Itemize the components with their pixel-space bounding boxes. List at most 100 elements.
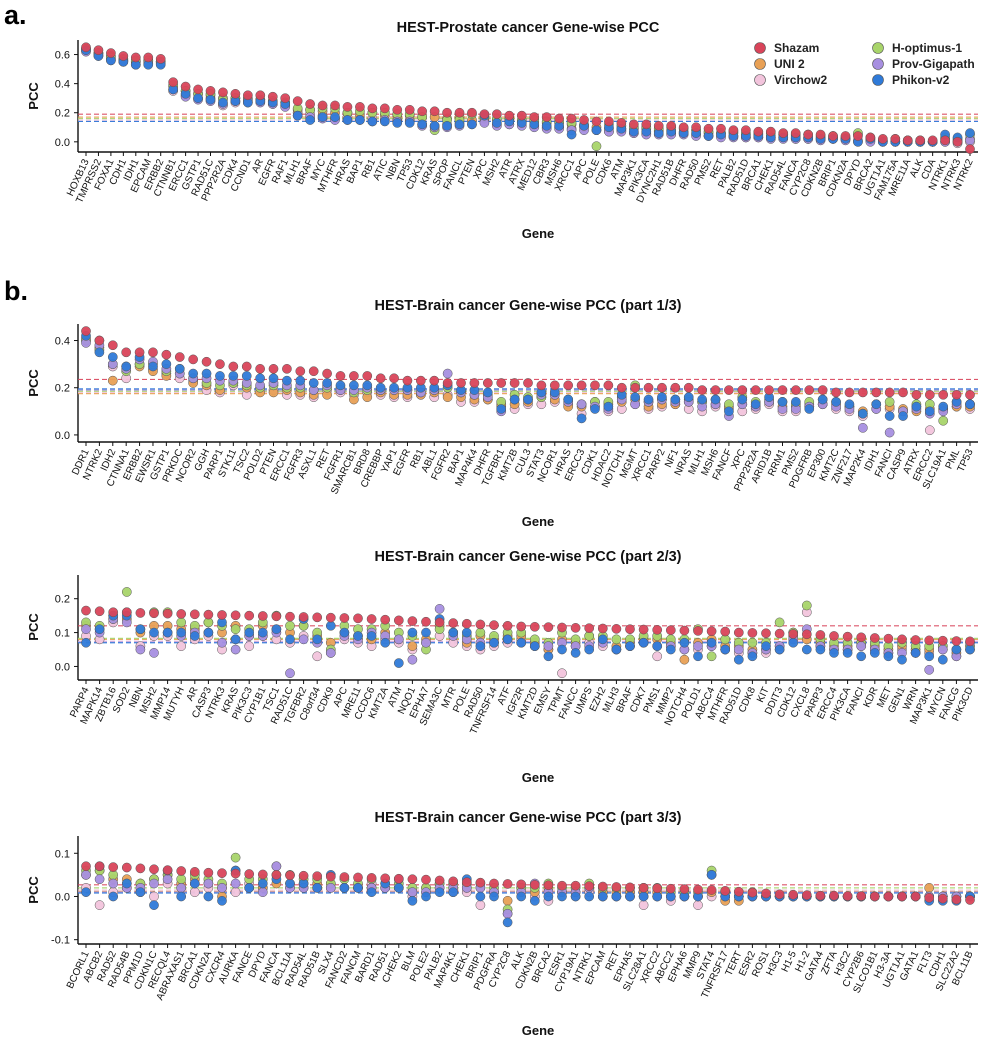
- data-point: [504, 110, 515, 121]
- data-point: [149, 627, 159, 638]
- data-point: [176, 617, 187, 628]
- data-point: [255, 363, 265, 374]
- data-point: [502, 634, 513, 645]
- data-point: [536, 380, 547, 391]
- data-point: [489, 878, 499, 889]
- data-point: [616, 382, 627, 393]
- y-tick-label: -0.1: [51, 935, 70, 947]
- data-point: [883, 633, 894, 644]
- data-point: [317, 112, 328, 122]
- data-point: [791, 385, 801, 395]
- data-point: [366, 631, 377, 641]
- data-point: [679, 637, 690, 648]
- data-point: [367, 116, 378, 127]
- data-point: [448, 887, 459, 898]
- data-point: [201, 356, 212, 367]
- data-point: [298, 870, 309, 881]
- data-point: [570, 891, 581, 902]
- data-point: [611, 634, 622, 645]
- chart-4: HEST-Brain cancer Gene-wise PCC (part 3/…: [26, 810, 978, 1038]
- data-point: [584, 644, 595, 655]
- data-point: [380, 873, 391, 884]
- data-point: [670, 394, 681, 405]
- data-point: [417, 119, 428, 130]
- data-point: [710, 394, 721, 405]
- data-point: [135, 887, 146, 898]
- data-point: [205, 86, 216, 96]
- data-point: [720, 886, 731, 896]
- data-point: [579, 115, 589, 125]
- data-point: [325, 871, 336, 882]
- data-point: [475, 891, 486, 902]
- data-point: [563, 394, 574, 405]
- data-point: [81, 637, 91, 648]
- chart-title: HEST-Prostate cancer Gene-wise PCC: [397, 20, 660, 36]
- data-point: [203, 627, 214, 638]
- y-tick-label: 0.2: [55, 594, 70, 606]
- data-point: [442, 368, 453, 379]
- data-point: [764, 385, 774, 395]
- data-point: [884, 387, 895, 398]
- data-point: [317, 100, 328, 111]
- data-point: [869, 648, 880, 658]
- data-point: [856, 641, 867, 651]
- data-point: [94, 900, 105, 910]
- data-point: [393, 634, 404, 645]
- legend-label-1: UNI 2: [774, 57, 805, 71]
- data-point: [271, 861, 282, 872]
- data-point: [215, 371, 225, 381]
- data-point: [201, 368, 212, 379]
- data-point: [389, 382, 399, 393]
- data-point: [641, 119, 652, 130]
- data-point: [678, 122, 689, 133]
- data-point: [421, 874, 431, 885]
- data-point: [840, 131, 851, 141]
- series-uni-2: [81, 45, 975, 147]
- data-point: [417, 106, 428, 117]
- y-axis-label: PCC: [26, 876, 41, 904]
- data-point: [652, 883, 663, 894]
- data-point: [557, 880, 567, 891]
- data-point: [130, 52, 141, 63]
- data-point: [189, 867, 200, 877]
- data-point: [543, 622, 554, 633]
- data-point: [693, 884, 703, 895]
- data-point: [831, 387, 841, 398]
- data-point: [339, 872, 350, 882]
- data-point: [421, 891, 431, 902]
- y-tick-label: 0.0: [55, 137, 70, 149]
- data-point: [393, 873, 404, 884]
- data-point: [951, 389, 962, 400]
- data-point: [611, 644, 622, 655]
- data-point: [469, 378, 480, 388]
- data-point: [856, 632, 867, 643]
- data-point: [965, 144, 975, 154]
- data-point: [392, 118, 403, 128]
- data-point: [543, 641, 554, 651]
- data-point: [842, 648, 853, 658]
- data-point: [897, 654, 907, 665]
- series-h-optimus-1: [81, 587, 975, 662]
- data-point: [597, 881, 608, 892]
- data-point: [135, 624, 146, 635]
- data-point: [407, 641, 418, 651]
- y-tick-label: 0.2: [55, 108, 70, 120]
- data-point: [951, 644, 962, 655]
- data-point: [883, 651, 894, 662]
- data-point: [774, 628, 785, 639]
- series-shazam: [81, 42, 975, 154]
- data-point: [502, 917, 513, 928]
- data-point: [965, 636, 975, 647]
- data-point: [801, 890, 812, 901]
- data-point: [161, 359, 172, 369]
- data-point: [938, 415, 949, 426]
- data-point: [121, 878, 132, 889]
- data-point: [803, 129, 813, 140]
- data-point: [801, 600, 812, 611]
- data-point: [298, 612, 309, 622]
- data-point: [107, 375, 118, 386]
- data-point: [335, 380, 346, 391]
- data-point: [407, 654, 418, 665]
- data-point: [554, 113, 564, 124]
